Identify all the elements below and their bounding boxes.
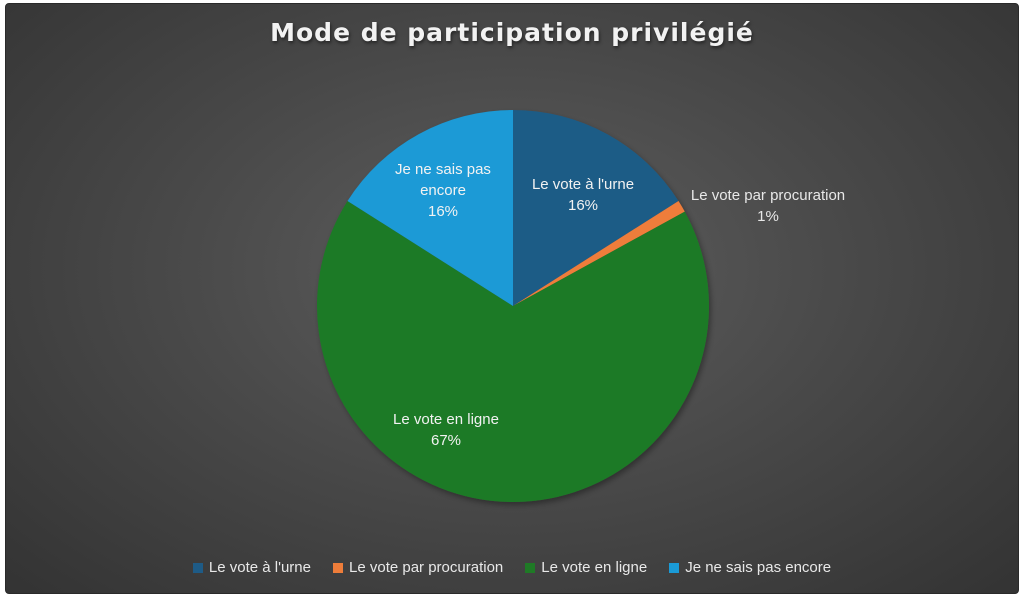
pie-chart: Le vote à l'urne 16% Le vote par procurati…	[316, 110, 845, 502]
legend-swatch-ne-sais-pas	[669, 562, 680, 573]
legend-swatch-urne	[192, 562, 203, 573]
chart-title: Mode de participation privilégié	[270, 18, 754, 47]
legend-label-ne-sais-pas: Je ne sais pas encore	[685, 559, 832, 576]
legend-label-procuration: Le vote par procuration	[349, 559, 504, 576]
data-label-procuration: Le vote par procuration 1%	[691, 187, 845, 225]
data-label-urne: Le vote à l'urne 16%	[532, 176, 634, 214]
legend-swatch-en-ligne	[525, 562, 536, 573]
legend-item-ne-sais-pas: Je ne sais pas encore	[669, 559, 831, 576]
slice-ne-sais-pas	[347, 110, 513, 306]
slice-procuration	[513, 200, 685, 306]
legend-item-procuration: Le vote par procuration	[333, 559, 503, 576]
data-label-ne-sais-pas: Je ne sais pas encore 16%	[395, 161, 491, 220]
slice-urne	[513, 110, 679, 306]
chart-frame: Mode de participation privilégié Le vote…	[5, 3, 1019, 594]
slice-en-ligne	[316, 200, 709, 502]
legend-swatch-procuration	[333, 562, 343, 573]
legend-item-urne: Le vote à l'urne	[192, 559, 311, 576]
legend-item-en-ligne: Le vote en ligne	[525, 559, 647, 576]
data-label-en-ligne: Le vote en ligne 67%	[393, 411, 499, 449]
legend: Le vote à l'urne Le vote par procuration…	[6, 559, 1018, 576]
legend-label-urne: Le vote à l'urne	[208, 559, 311, 576]
legend-label-en-ligne: Le vote en ligne	[541, 559, 648, 576]
